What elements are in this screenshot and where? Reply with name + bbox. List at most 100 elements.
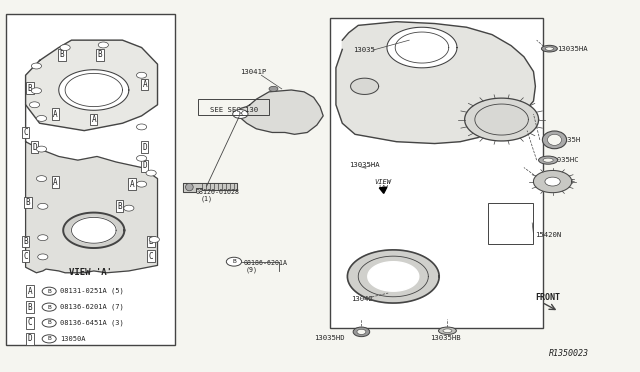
Text: SEE SEC.130: SEE SEC.130 <box>210 107 258 113</box>
Circle shape <box>136 155 147 161</box>
Circle shape <box>42 319 56 327</box>
Circle shape <box>149 237 159 243</box>
Circle shape <box>99 42 108 48</box>
FancyBboxPatch shape <box>6 14 175 345</box>
Polygon shape <box>26 40 157 131</box>
Circle shape <box>42 287 56 295</box>
Circle shape <box>227 257 242 266</box>
Ellipse shape <box>438 327 456 334</box>
Circle shape <box>36 146 47 152</box>
Circle shape <box>38 254 48 260</box>
Text: D: D <box>143 161 147 170</box>
Text: B: B <box>47 305 51 310</box>
Polygon shape <box>380 187 387 193</box>
Circle shape <box>29 102 40 108</box>
FancyBboxPatch shape <box>330 18 543 328</box>
Text: 13035HA: 13035HA <box>349 161 380 167</box>
Text: D: D <box>28 334 33 343</box>
Circle shape <box>357 329 366 334</box>
Text: 08186-6201A: 08186-6201A <box>244 260 287 266</box>
Text: B: B <box>60 51 64 60</box>
Text: 13041P: 13041P <box>241 69 267 75</box>
Text: A: A <box>130 180 134 189</box>
Text: B: B <box>47 336 51 341</box>
Ellipse shape <box>186 183 193 191</box>
Text: 13035HB: 13035HB <box>429 335 460 341</box>
Text: B: B <box>239 112 242 116</box>
Circle shape <box>31 63 42 69</box>
Polygon shape <box>237 90 323 134</box>
Text: R1350023: R1350023 <box>549 350 589 359</box>
Text: B: B <box>28 302 33 312</box>
Text: 13035: 13035 <box>353 48 375 54</box>
Ellipse shape <box>542 131 566 149</box>
Ellipse shape <box>539 156 557 164</box>
Circle shape <box>31 88 42 94</box>
Text: B: B <box>47 321 51 326</box>
Text: 13042: 13042 <box>351 296 372 302</box>
Ellipse shape <box>543 158 553 162</box>
Polygon shape <box>465 98 539 141</box>
Polygon shape <box>63 212 124 248</box>
Text: FRONT: FRONT <box>536 293 561 302</box>
Text: B: B <box>117 202 122 211</box>
Circle shape <box>124 205 134 211</box>
Polygon shape <box>183 183 237 192</box>
Text: A: A <box>53 109 58 119</box>
Circle shape <box>136 124 147 130</box>
Text: VIEW 'A': VIEW 'A' <box>69 268 112 277</box>
Circle shape <box>353 327 370 337</box>
Text: 13035HC: 13035HC <box>548 157 579 163</box>
Text: C: C <box>23 251 28 261</box>
Polygon shape <box>336 22 536 144</box>
Polygon shape <box>59 70 129 110</box>
Circle shape <box>233 110 248 118</box>
Text: 13502F: 13502F <box>549 179 575 185</box>
Text: VIEW: VIEW <box>374 179 391 185</box>
Ellipse shape <box>545 47 554 50</box>
Text: 13035HD: 13035HD <box>314 335 344 341</box>
Text: A: A <box>143 80 147 89</box>
Text: 08136-6201A (7): 08136-6201A (7) <box>60 304 124 310</box>
Text: B: B <box>47 289 51 294</box>
Circle shape <box>36 176 47 182</box>
Text: D: D <box>32 143 37 152</box>
Ellipse shape <box>541 45 557 52</box>
Text: D: D <box>143 143 147 152</box>
Text: C: C <box>23 128 28 137</box>
Text: 13050A: 13050A <box>60 336 86 342</box>
Polygon shape <box>387 27 457 68</box>
Text: A: A <box>53 178 58 187</box>
Polygon shape <box>26 105 157 273</box>
Text: B: B <box>23 237 28 246</box>
Polygon shape <box>72 217 116 243</box>
Ellipse shape <box>547 134 561 145</box>
Text: A: A <box>92 115 96 124</box>
Polygon shape <box>351 78 379 94</box>
Text: B: B <box>232 259 236 264</box>
Circle shape <box>136 72 147 78</box>
Text: 13035H: 13035H <box>554 137 580 143</box>
Text: A: A <box>28 287 33 296</box>
Text: 15420N: 15420N <box>535 232 561 238</box>
Ellipse shape <box>443 329 452 333</box>
Circle shape <box>60 45 70 51</box>
Circle shape <box>545 177 560 186</box>
Circle shape <box>42 303 56 311</box>
Text: 08131-0251A (5): 08131-0251A (5) <box>60 288 124 295</box>
Circle shape <box>42 335 56 343</box>
Text: C: C <box>149 251 154 261</box>
Text: B: B <box>28 84 33 93</box>
Text: (9): (9) <box>246 267 257 273</box>
Text: B: B <box>98 51 102 60</box>
Circle shape <box>269 86 278 92</box>
Text: B: B <box>26 198 31 207</box>
Circle shape <box>36 115 47 121</box>
Polygon shape <box>348 250 439 303</box>
Circle shape <box>38 203 48 209</box>
Text: 08120-61628: 08120-61628 <box>196 189 240 195</box>
Circle shape <box>146 170 156 176</box>
Circle shape <box>38 235 48 241</box>
Text: B: B <box>149 237 154 246</box>
Text: (1): (1) <box>200 196 212 202</box>
